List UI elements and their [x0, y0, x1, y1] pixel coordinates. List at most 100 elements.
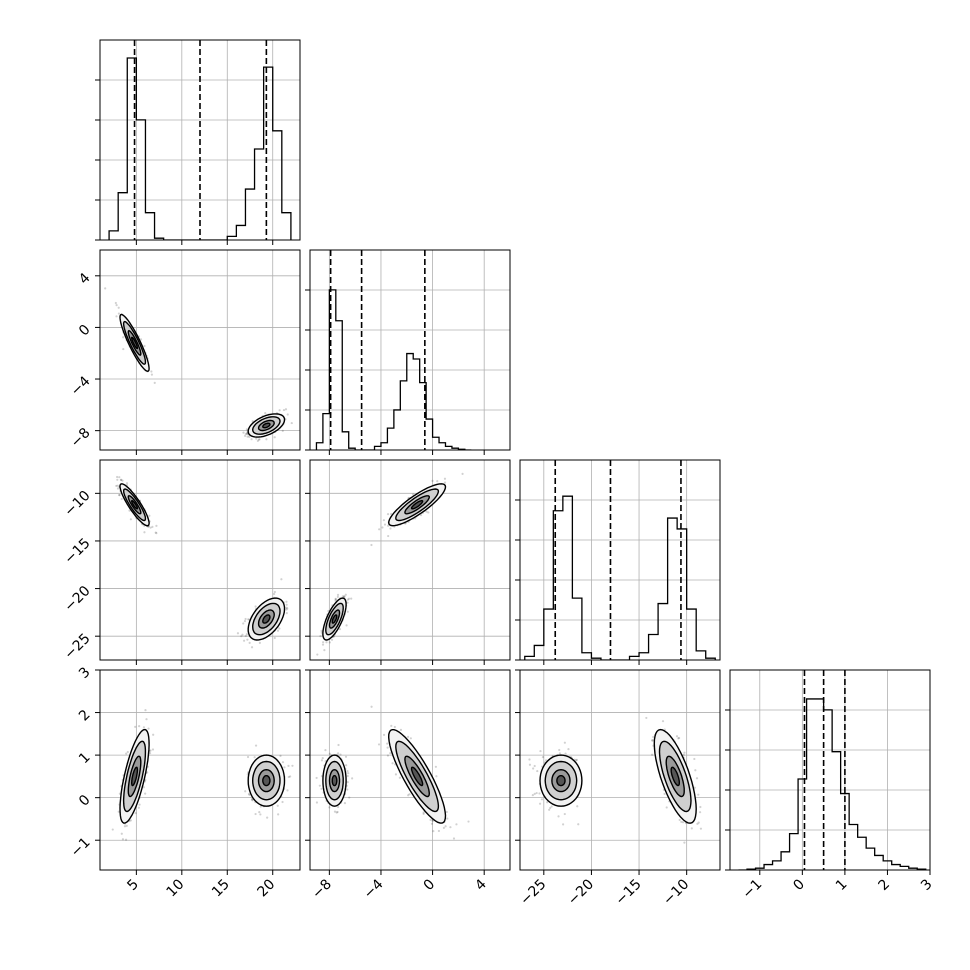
scatter-point	[328, 752, 331, 755]
scatter-point	[336, 595, 339, 599]
scatter-point	[118, 494, 121, 497]
contour-0-3	[670, 766, 680, 787]
histogram-1	[315, 289, 472, 450]
scatter-point	[247, 618, 250, 621]
scatter-point	[387, 534, 390, 538]
scatter-point	[434, 765, 437, 768]
scatter-point	[336, 593, 340, 596]
scatter-point	[576, 805, 579, 808]
scatter-point	[533, 792, 536, 795]
scatter-point	[154, 531, 157, 534]
x-tick-label: 0	[421, 876, 439, 894]
scatter-point	[693, 786, 696, 789]
scatter-point	[120, 478, 123, 481]
scatter-point	[429, 818, 432, 821]
scatter-point	[123, 825, 127, 828]
scatter-point	[455, 823, 458, 826]
scatter-point	[246, 755, 250, 759]
panel-0-0	[95, 39, 301, 245]
scatter-point	[343, 595, 346, 598]
scatter-point	[283, 766, 286, 769]
scatter-point	[120, 832, 123, 835]
scatter-point	[316, 653, 319, 656]
scatter-point	[558, 748, 561, 752]
scatter-point	[661, 720, 665, 723]
scatter-point	[129, 518, 132, 521]
scatter-point	[535, 791, 538, 795]
scatter-point	[255, 437, 258, 440]
scatter-point	[276, 629, 280, 632]
scatter-point	[528, 763, 532, 766]
scatter-point	[289, 775, 292, 778]
scatter-point	[694, 769, 697, 772]
scatter-point	[693, 757, 696, 761]
histogram-3	[738, 698, 927, 870]
contour-1-3	[331, 775, 338, 787]
scatter-point	[286, 607, 289, 610]
scatter-point	[246, 432, 249, 436]
scatter-point	[143, 531, 146, 534]
scatter-point	[111, 828, 114, 831]
scatter-point	[645, 716, 648, 720]
scatter-point	[125, 482, 129, 485]
contour-1-3	[262, 775, 271, 787]
scatter-point	[240, 635, 243, 638]
scatter-point	[291, 764, 294, 767]
x-tick-label: −20	[565, 876, 597, 908]
x-tick-label: 5	[124, 876, 142, 894]
scatter-point	[427, 511, 430, 514]
scatter-point	[259, 813, 262, 816]
scatter-point	[390, 724, 393, 727]
scatter-point	[278, 627, 281, 630]
scatter-point	[265, 438, 268, 441]
scatter-point	[138, 724, 141, 728]
scatter-point	[538, 792, 541, 795]
scatter-point	[412, 493, 415, 496]
scatter-point	[436, 480, 439, 483]
scatter-point	[327, 609, 330, 613]
scatter-point	[346, 774, 349, 778]
scatter-point	[407, 794, 410, 797]
scatter-point	[346, 770, 349, 773]
scatter-point	[699, 805, 702, 809]
contour-0-3	[410, 500, 424, 510]
scatter-point	[564, 752, 567, 755]
scatter-point	[150, 373, 154, 376]
scatter-point	[442, 826, 446, 829]
scatter-point	[346, 610, 349, 613]
scatter-point	[144, 709, 147, 712]
scatter-point	[387, 524, 390, 527]
scatter-point	[443, 477, 447, 480]
scatter-point	[319, 635, 322, 638]
scatter-point	[258, 641, 261, 644]
scatter-point	[390, 512, 393, 516]
x-tick-label: −25	[517, 876, 549, 908]
scatter-point	[536, 769, 539, 773]
scatter-point	[285, 603, 288, 606]
scatter-point	[432, 830, 435, 833]
scatter-point	[389, 527, 392, 530]
scatter-point	[322, 641, 325, 644]
scatter-point	[242, 639, 246, 642]
scatter-point	[347, 772, 350, 775]
scatter-point	[242, 431, 245, 434]
scatter-point	[256, 439, 259, 442]
x-tick-label: −1	[740, 876, 766, 902]
scatter-point	[335, 811, 338, 814]
scatter-point	[345, 764, 348, 767]
contour-1-3	[331, 614, 338, 624]
scatter-point	[386, 754, 390, 757]
scatter-point	[386, 742, 389, 745]
scatter-point	[370, 543, 373, 547]
panel-frame	[519, 459, 721, 661]
panel-1-1	[305, 249, 511, 455]
scatter-point	[577, 823, 580, 826]
scatter-point	[330, 638, 334, 641]
scatter-point	[430, 822, 434, 825]
scatter-point	[690, 827, 693, 830]
scatter-point	[148, 514, 151, 517]
scatter-point	[139, 338, 143, 341]
scatter-point	[245, 633, 248, 636]
scatter-point	[337, 743, 340, 747]
